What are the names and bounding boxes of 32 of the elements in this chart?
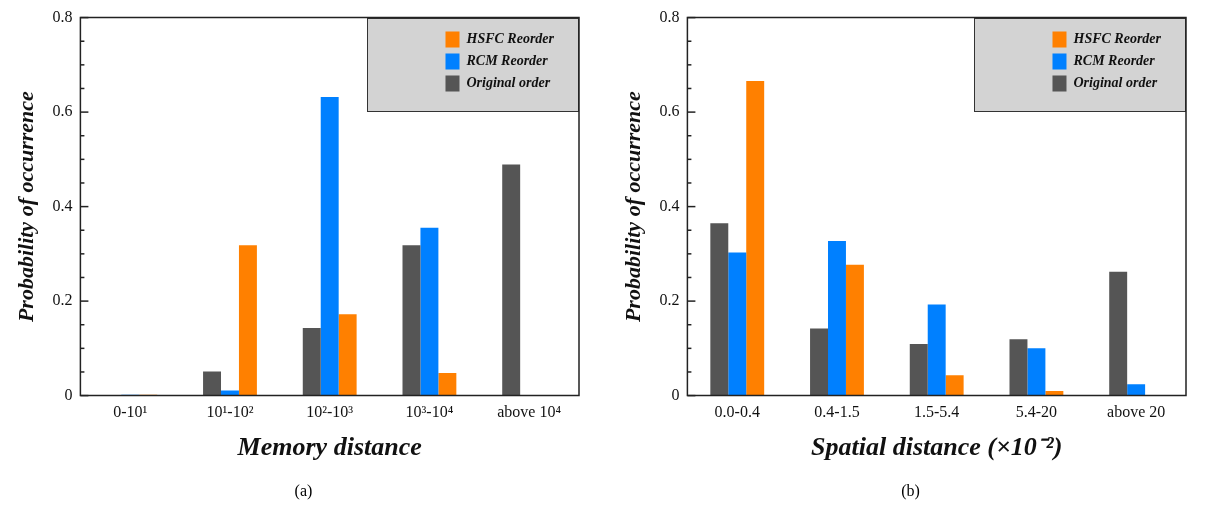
y-tick-label: 0: [64, 385, 73, 403]
y-tick-label: 0.4: [659, 196, 680, 214]
x-tick-label: 5.4-20: [1015, 403, 1058, 421]
y-tick-label: 0: [671, 385, 680, 403]
y-tick-label: 0.4: [52, 196, 73, 214]
y-tick-label: 0.2: [52, 291, 73, 309]
x-tick-label: above 10⁴: [497, 403, 562, 421]
y-tick-label: 0.2: [659, 291, 680, 309]
y-axis-title: Probability of occurrence: [12, 90, 38, 324]
x-axis-title: Spatial distance (×10⁻²): [811, 432, 1063, 462]
legend-label: HSFC Reorder: [465, 31, 555, 47]
legend-label: RCM Reorder: [465, 53, 549, 69]
x-tick-label: 1.5-5.4: [914, 403, 960, 421]
x-tick-label: above 20: [1107, 403, 1166, 421]
text: (b): [900, 482, 921, 500]
x-tick-label: 10²-10³: [306, 403, 354, 421]
legend-label: Original order: [466, 75, 551, 91]
legend-label: Original order: [1073, 75, 1158, 91]
text: (a): [293, 482, 314, 500]
y-tick-label: 0.6: [52, 102, 73, 120]
x-tick-label: 10¹-10²: [206, 403, 254, 421]
y-tick-label: 0.8: [659, 7, 680, 25]
x-axis-title: Memory distance: [236, 432, 422, 462]
y-axis-title: Probability of occurrence: [619, 90, 645, 324]
x-tick-label: 0-10¹: [113, 403, 148, 421]
x-tick-label: 0.0-0.4: [714, 403, 760, 421]
y-tick-label: 0.6: [659, 102, 680, 120]
x-tick-label: 0.4-1.5: [814, 403, 860, 421]
legend-label: HSFC Reorder: [1072, 31, 1162, 47]
x-tick-label: 10³-10⁴: [405, 403, 454, 421]
y-tick-label: 0.8: [52, 7, 73, 25]
legend-label: RCM Reorder: [1072, 53, 1156, 69]
